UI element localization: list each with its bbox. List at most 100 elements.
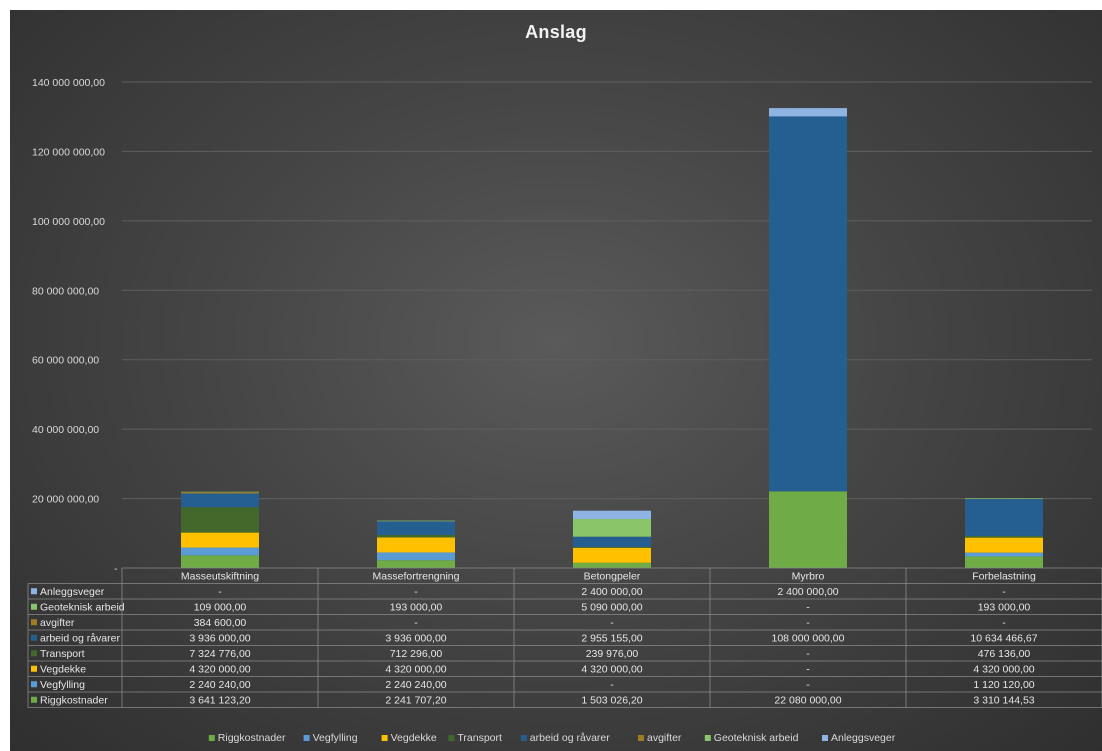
legend-key (822, 735, 828, 741)
y-axis-ticks: - 20 000 000,00 40 000 000,00 60 000 000,00… (32, 77, 118, 575)
legend-key (638, 735, 644, 741)
table-cell: 108 000 000,00 (772, 633, 845, 645)
bar-vegdekke-forbelastning (965, 537, 1043, 553)
grid-lines (122, 81, 1092, 500)
bar-arbeid-og-r-varer-masseutskiftning (181, 493, 259, 508)
table-cell: 476 136,00 (978, 648, 1031, 660)
x-category-label: Massefortrengning (373, 571, 460, 583)
table-series-name: Vegdekke (40, 664, 86, 676)
bar-avgifter-masseutskiftning (181, 492, 259, 494)
legend-label: arbeid og råvarer (530, 732, 610, 744)
table-legend-key (31, 696, 37, 703)
bar-transport-massefortrengning (377, 534, 455, 538)
x-category-label: Myrbro (792, 571, 825, 583)
bar-vegdekke-betongpeler (573, 547, 651, 563)
bar-stacks (181, 108, 1043, 568)
table-cell: 2 955 155,00 (581, 633, 642, 645)
chart-area: Anslag - 20 000 000,00 40 000 000,00 60 000… (10, 10, 1102, 751)
table-cell: - (806, 664, 810, 676)
table-cell: 2 241 707,20 (385, 695, 446, 707)
legend-label: avgifter (647, 732, 682, 744)
table-cell: 3 310 144,53 (973, 695, 1034, 707)
bar-vegfylling-masseutskiftning (181, 547, 259, 556)
table-cell: 193 000,00 (390, 602, 443, 614)
bar-vegfylling-forbelastning (965, 552, 1043, 557)
bar-arbeid-og-r-varer-myrbro (769, 116, 847, 492)
table-legend-key (31, 588, 37, 595)
table-legend-key (31, 603, 37, 610)
table-cell: 4 320 000,00 (581, 664, 642, 676)
chart-title: Anslag (525, 22, 587, 42)
table-cell: 3 936 000,00 (189, 633, 250, 645)
table-cell: 193 000,00 (978, 602, 1031, 614)
table-cell: - (1002, 586, 1006, 598)
bar-riggkostnader-masseutskiftning (181, 555, 259, 568)
table-cell: 384 600,00 (194, 617, 247, 629)
bar-transport-masseutskiftning (181, 507, 259, 533)
legend-key (704, 735, 711, 741)
table-legend-key (31, 665, 37, 672)
y-tick-label: - (114, 563, 118, 575)
table-cell: 712 296,00 (390, 648, 443, 660)
table-legend-key (31, 634, 37, 641)
table-cell: - (610, 617, 614, 629)
bar-vegdekke-massefortrengning (377, 537, 455, 553)
table-cell: 1 503 026,20 (581, 695, 642, 707)
table-cell: 1 120 120,00 (973, 679, 1034, 691)
table-series-name: Anleggsveger (40, 586, 105, 598)
table-series-name: Vegfylling (40, 679, 85, 691)
table-legend-key (31, 650, 37, 657)
bar-geoteknisk-arbeid-massefortrengning (377, 520, 455, 522)
table-cell: - (806, 617, 810, 629)
y-tick-label: 80 000 000,00 (32, 285, 99, 297)
table-cell: 4 320 000,00 (973, 664, 1034, 676)
table-cell: - (414, 586, 418, 598)
bar-riggkostnader-myrbro (769, 491, 847, 568)
bar-geoteknisk-arbeid-betongpeler (573, 519, 651, 537)
bar-arbeid-og-r-varer-massefortrengning (377, 521, 455, 535)
data-table: Masseutskiftning Massefortrengning Betongp… (27, 567, 1102, 708)
legend-label: Vegdekke (391, 732, 437, 744)
legend-label: Geoteknisk arbeid (714, 732, 799, 744)
bar-vegdekke-masseutskiftning (181, 532, 259, 548)
bar-transport-forbelastning (965, 535, 1043, 538)
table-cell: 2 400 000,00 (581, 586, 642, 598)
table-series-name: Transport (40, 648, 85, 660)
table-series-name: arbeid og råvarer (40, 633, 120, 645)
legend-key (381, 735, 388, 741)
bar-anleggsveger-betongpeler (573, 510, 651, 520)
table-cell: 7 324 776,00 (189, 648, 250, 660)
legend-key (520, 735, 527, 741)
table-legend-key (31, 681, 37, 688)
table-cell: 2 240 240,00 (385, 679, 446, 691)
legend-key (448, 735, 455, 741)
table-cell: 2 400 000,00 (777, 586, 838, 598)
y-tick-label: 60 000 000,00 (32, 355, 99, 367)
table-cell: - (218, 586, 222, 598)
table-series-name: Riggkostnader (40, 695, 108, 707)
y-tick-label: 20 000 000,00 (32, 494, 99, 506)
legend-label: Vegfylling (313, 732, 358, 744)
table-cell: - (806, 679, 810, 691)
table-cell: 10 634 466,67 (970, 633, 1037, 645)
y-tick-label: 40 000 000,00 (32, 424, 99, 436)
y-tick-label: 120 000 000,00 (32, 146, 105, 158)
table-cell: 5 090 000,00 (581, 602, 642, 614)
bar-riggkostnader-forbelastning (965, 556, 1043, 568)
bar-transport-betongpeler (573, 546, 651, 548)
table-cell: 4 320 000,00 (385, 664, 446, 676)
y-tick-label: 140 000 000,00 (32, 77, 105, 89)
table-series-name: Geoteknisk arbeid (40, 602, 125, 614)
legend-label: Riggkostnader (218, 732, 286, 744)
table-cell: - (806, 648, 810, 660)
table-cell: 2 240 240,00 (189, 679, 250, 691)
x-category-label: Forbelastning (972, 571, 1036, 583)
chart-svg: - 20 000 000,00 40 000 000,00 60 000 000,00… (27, 77, 1102, 744)
table-cell: 3 641 123,20 (189, 695, 250, 707)
table-cell: 22 080 000,00 (774, 695, 841, 707)
table-cell: 109 000,00 (194, 602, 247, 614)
table-cell: 4 320 000,00 (189, 664, 250, 676)
bar-geoteknisk-arbeid-forbelastning (965, 498, 1043, 500)
table-cell: 3 936 000,00 (385, 633, 446, 645)
x-category-label: Masseutskiftning (181, 571, 259, 583)
